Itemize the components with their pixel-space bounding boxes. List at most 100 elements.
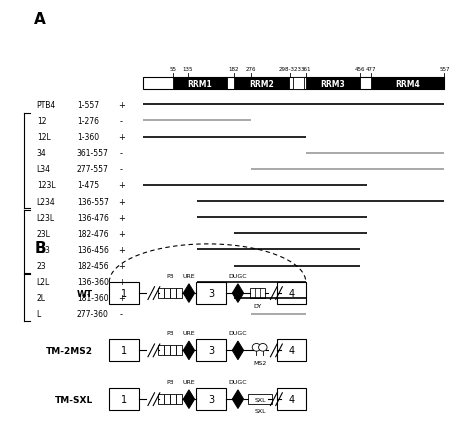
Text: +: + (118, 245, 125, 254)
Text: 298-323: 298-323 (278, 66, 301, 72)
Bar (164, 394, 170, 404)
Text: 182-476: 182-476 (77, 229, 109, 238)
Bar (109, 340, 138, 362)
Text: 1-475: 1-475 (77, 181, 99, 190)
Bar (170, 288, 176, 299)
Text: 1-276: 1-276 (77, 117, 99, 126)
Bar (173, 78, 227, 90)
Bar (176, 288, 182, 299)
Bar (109, 388, 138, 410)
Text: P3: P3 (166, 379, 174, 384)
Text: -: - (120, 165, 123, 174)
Text: 1-557: 1-557 (77, 101, 99, 109)
Text: 136-476: 136-476 (77, 213, 109, 222)
Text: 1: 1 (121, 394, 127, 404)
Text: 3: 3 (208, 345, 214, 356)
Text: L2L: L2L (36, 277, 50, 286)
Bar (109, 282, 138, 305)
Polygon shape (183, 284, 195, 303)
Text: 277-557: 277-557 (77, 165, 109, 174)
Text: 123L: 123L (36, 181, 55, 190)
Text: DUGC: DUGC (228, 273, 247, 278)
Bar (170, 394, 176, 404)
Text: +: + (118, 133, 125, 142)
Text: 1: 1 (121, 288, 127, 298)
Text: RRM3: RRM3 (320, 79, 345, 89)
Text: DUGC: DUGC (228, 330, 247, 335)
Circle shape (259, 344, 267, 351)
Text: +: + (118, 229, 125, 238)
Text: L23L: L23L (36, 213, 55, 222)
Text: 136-360: 136-360 (77, 277, 109, 286)
Text: A: A (35, 12, 46, 27)
Bar (248, 394, 272, 404)
Text: 477: 477 (365, 66, 376, 72)
Text: 456: 456 (354, 66, 365, 72)
Polygon shape (232, 390, 244, 409)
Text: 34: 34 (36, 149, 46, 158)
Text: 23: 23 (36, 262, 46, 271)
Text: +: + (118, 213, 125, 222)
Text: 181-360: 181-360 (77, 294, 109, 302)
Text: 182-456: 182-456 (77, 262, 109, 271)
Circle shape (252, 344, 261, 351)
Bar (143, 78, 444, 90)
Text: SXL: SXL (254, 397, 266, 402)
Text: +: + (118, 181, 125, 190)
Bar (158, 288, 164, 299)
Text: L: L (36, 310, 41, 319)
Bar (292, 78, 304, 90)
Text: 135: 135 (182, 66, 193, 72)
Text: RRM2: RRM2 (249, 79, 273, 89)
Text: L234: L234 (36, 197, 55, 206)
Polygon shape (183, 390, 195, 409)
Bar (158, 345, 164, 356)
Bar (196, 282, 227, 305)
Bar (164, 288, 170, 299)
Text: -: - (120, 310, 123, 319)
Text: +: + (118, 197, 125, 206)
Text: 276: 276 (246, 66, 256, 72)
Text: P3: P3 (166, 273, 174, 278)
Text: 3: 3 (208, 288, 214, 298)
Text: PTB4: PTB4 (36, 101, 56, 109)
Text: 2L: 2L (36, 294, 46, 302)
Text: P3: P3 (166, 330, 174, 335)
Text: TM-2MS2: TM-2MS2 (46, 346, 93, 355)
Text: 4: 4 (288, 288, 294, 298)
Text: 277-360: 277-360 (77, 310, 109, 319)
Text: 136-456: 136-456 (77, 245, 109, 254)
Bar (277, 282, 306, 305)
Text: 23L: 23L (36, 229, 51, 238)
Text: URE: URE (182, 273, 195, 278)
Text: -: - (120, 117, 123, 126)
Bar (196, 340, 227, 362)
Bar (250, 288, 265, 299)
Bar (164, 345, 170, 356)
Text: 12: 12 (36, 117, 46, 126)
Bar (170, 345, 176, 356)
Bar (176, 394, 182, 404)
Text: L34: L34 (36, 165, 51, 174)
Text: URE: URE (182, 379, 195, 384)
Bar (306, 78, 359, 90)
Text: RRM4: RRM4 (395, 79, 420, 89)
Text: 12L: 12L (36, 133, 50, 142)
Text: 1-360: 1-360 (77, 133, 99, 142)
Text: RRM1: RRM1 (188, 79, 212, 89)
Bar (277, 340, 306, 362)
Text: +: + (118, 294, 125, 302)
Polygon shape (183, 341, 195, 360)
Text: 182: 182 (228, 66, 239, 72)
Bar (158, 394, 164, 404)
Bar (277, 388, 306, 410)
Polygon shape (232, 341, 244, 360)
Text: +: + (118, 262, 125, 271)
Text: 4: 4 (288, 345, 294, 356)
Text: URE: URE (182, 330, 195, 335)
Text: TM-SXL: TM-SXL (55, 395, 93, 404)
Text: WT: WT (77, 289, 93, 298)
Text: 136-557: 136-557 (77, 197, 109, 206)
Text: DUGC: DUGC (228, 379, 247, 384)
Text: 1: 1 (121, 345, 127, 356)
